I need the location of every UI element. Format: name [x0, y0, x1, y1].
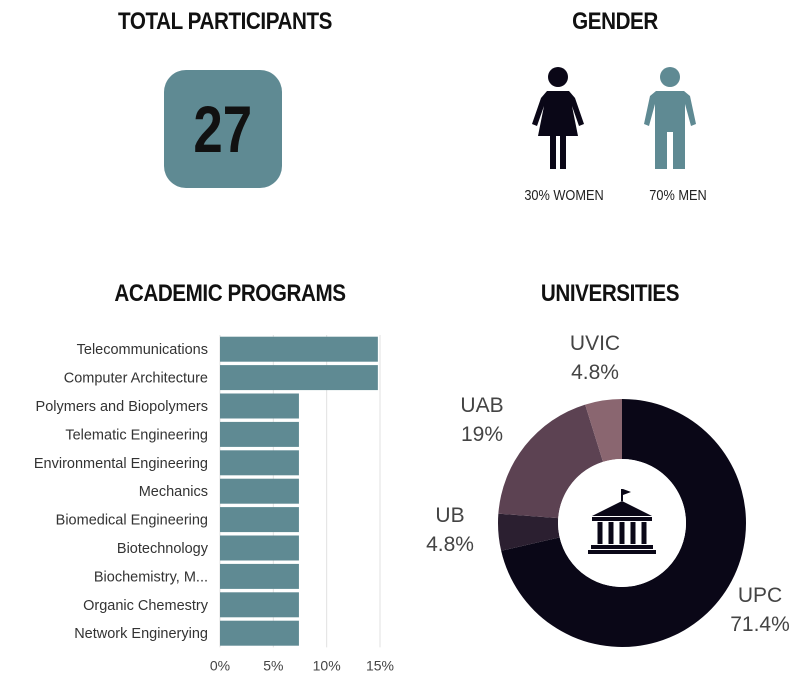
academic-programs-bar-chart: 0% 5% 10% 15% Telecommunications Computer Arc… [34, 335, 394, 673]
category-label: Telematic Engineering [65, 427, 208, 443]
university-building-icon [588, 489, 656, 554]
category-label: Environmental Engineering [34, 456, 208, 472]
category-label: Telecommunications [77, 342, 208, 358]
donut-slice [498, 513, 560, 551]
woman-icon [532, 67, 584, 169]
bar [220, 336, 378, 362]
slice-value-label: 19% [461, 423, 503, 446]
x-tick-label: 0% [210, 657, 230, 673]
universities-heading: UNIVERSITIES [540, 280, 680, 307]
bar [220, 563, 299, 589]
total-participants-box: 27 [164, 70, 282, 188]
category-label: Computer Architecture [64, 371, 208, 387]
bar [220, 507, 299, 533]
total-participants-heading: TOTAL PARTICIPANTS [118, 8, 332, 35]
bar [220, 365, 378, 391]
category-label: Mechanics [139, 484, 208, 500]
gender-heading: GENDER [572, 8, 658, 35]
category-label: Polymers and Biopolymers [36, 399, 208, 415]
total-participants-value: 27 [193, 92, 253, 166]
slice-label: UAB [460, 394, 503, 417]
bar [220, 421, 299, 447]
slice-value-label: 4.8% [426, 533, 474, 556]
men-percentage-label: 70% MEN [649, 187, 707, 204]
universities-donut-chart: UPC 71.4% UB 4.8% UAB 19% UVIC 4.8% [426, 332, 790, 647]
bar [220, 620, 299, 646]
category-label: Biochemistry, M... [94, 569, 208, 585]
bar [220, 393, 299, 419]
x-tick-label: 10% [313, 657, 341, 673]
slice-label: UVIC [570, 332, 620, 355]
slice-label: UB [435, 504, 464, 527]
bar [220, 450, 299, 476]
bar [220, 592, 299, 618]
women-percentage-label: 30% WOMEN [524, 187, 604, 204]
bar [220, 478, 299, 504]
slice-value-label: 71.4% [730, 613, 790, 636]
x-tick-label: 5% [263, 657, 283, 673]
category-label: Biomedical Engineering [56, 513, 208, 529]
slice-label: UPC [738, 584, 782, 607]
slice-value-label: 4.8% [571, 361, 619, 384]
donut-slice [498, 404, 603, 519]
category-label: Network Enginerying [74, 626, 208, 642]
category-label: Biotechnology [117, 541, 209, 557]
man-icon [644, 67, 696, 169]
bar [220, 535, 299, 561]
academic-programs-heading: ACADEMIC PROGRAMS [114, 280, 346, 307]
donut-slice [585, 399, 622, 462]
category-label: Organic Chemestry [83, 598, 209, 614]
x-tick-label: 15% [366, 657, 394, 673]
donut-slice [501, 399, 746, 647]
